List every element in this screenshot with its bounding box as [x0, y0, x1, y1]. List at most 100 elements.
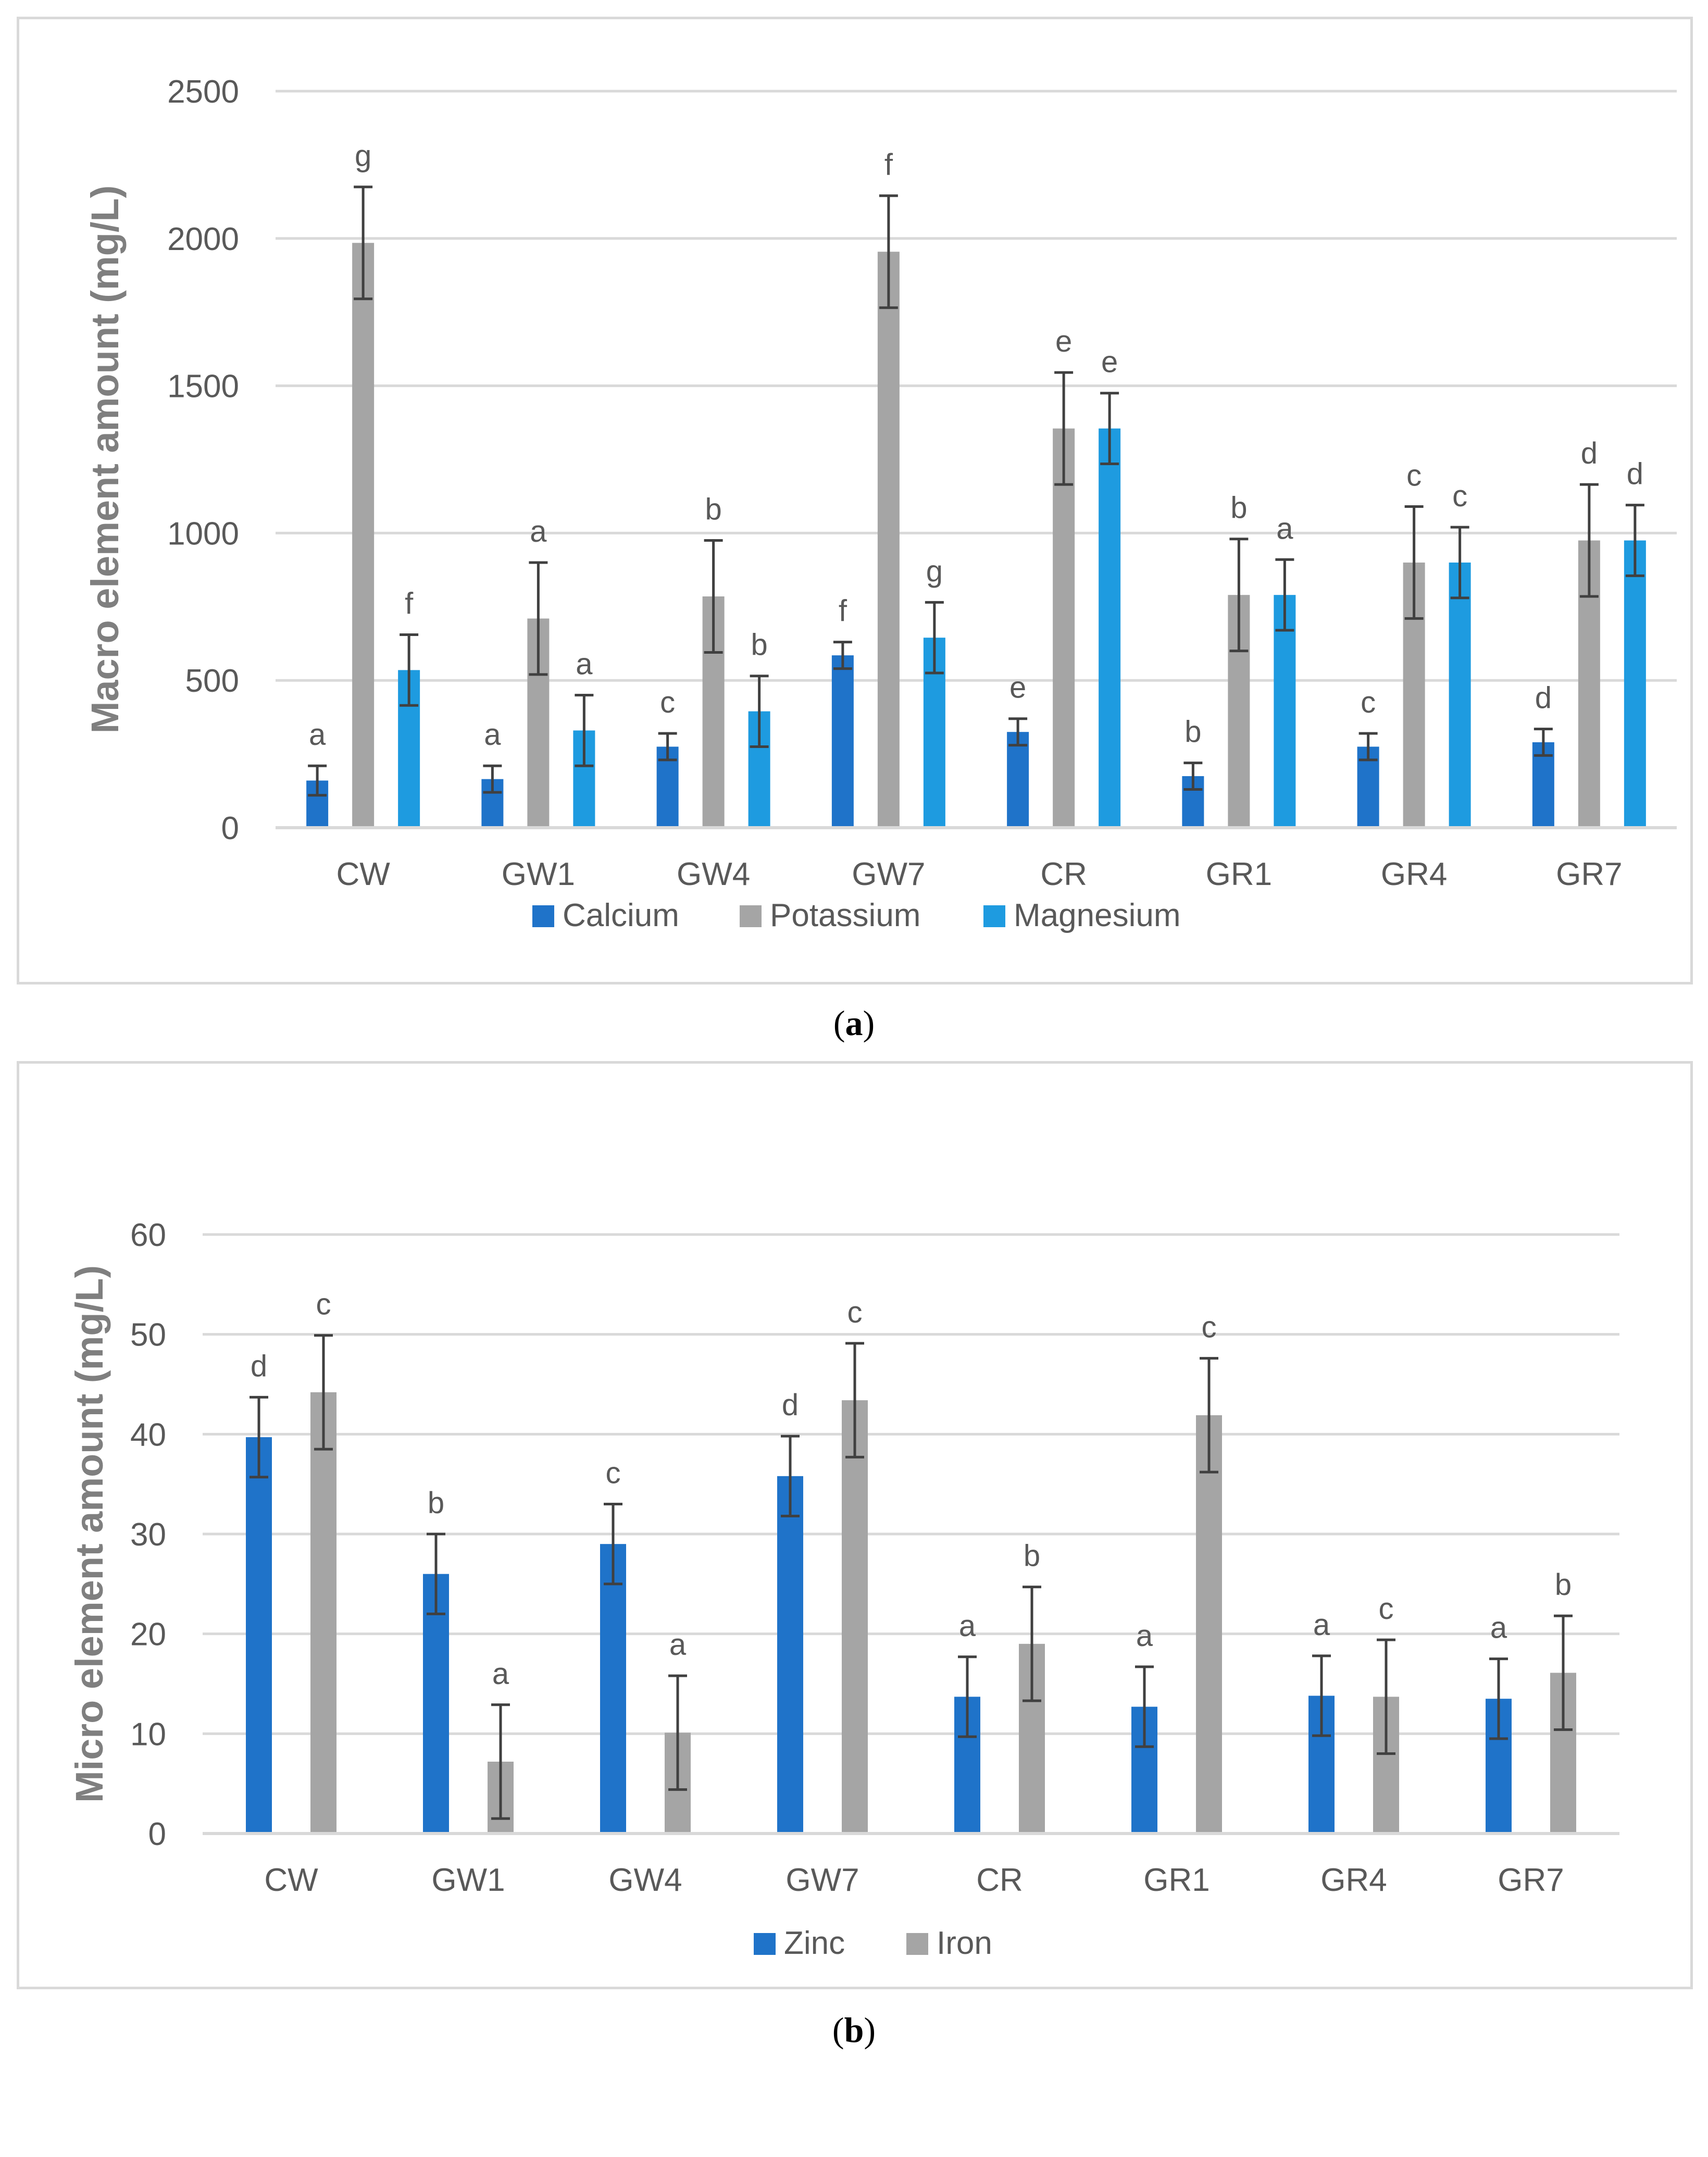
significance-letter: e — [1009, 671, 1026, 705]
significance-letter: a — [959, 1609, 976, 1643]
x-tick-label: GR4 — [1320, 1862, 1387, 1898]
legend-swatch-iron — [906, 1933, 928, 1955]
significance-letter: f — [884, 148, 893, 182]
significance-letter: a — [309, 718, 326, 752]
significance-letter: b — [1185, 715, 1201, 749]
significance-letter: d — [1535, 681, 1552, 715]
significance-letter: c — [606, 1456, 621, 1490]
y-tick-label: 2500 — [167, 74, 239, 110]
x-tick-label: CW — [264, 1862, 318, 1898]
y-tick-label: 2000 — [167, 221, 239, 257]
significance-letter: b — [1230, 491, 1247, 525]
significance-letter: f — [839, 594, 847, 628]
legend-swatch-potassium — [740, 905, 762, 927]
y-tick-label: 1500 — [167, 369, 239, 405]
legend-label-calcium: Calcium — [563, 897, 679, 933]
significance-letter: e — [1055, 325, 1072, 358]
significance-letter: c — [316, 1288, 331, 1321]
y-axis-title: Macro element amount (mg/L) — [83, 185, 127, 734]
significance-letter: b — [1555, 1568, 1572, 1602]
caption-b: (b) — [832, 2010, 876, 2050]
significance-letter: a — [1313, 1608, 1330, 1642]
caption-b-letter: b — [844, 2010, 864, 2050]
significance-letter: a — [669, 1628, 687, 1662]
macro-element-chart: 0 500 1000 1500 2000 2500 Macro element amount… — [83, 74, 1677, 933]
y-tick-label: 1000 — [167, 516, 239, 552]
y-tick-label: 20 — [130, 1617, 166, 1653]
legend-label-magnesium: Magnesium — [1014, 897, 1180, 933]
legend-label-zinc: Zinc — [784, 1925, 845, 1961]
x-tick-label: GW4 — [608, 1862, 682, 1898]
significance-letter: e — [1101, 345, 1118, 379]
significance-letter: c — [1379, 1592, 1394, 1626]
caption-a: (a) — [833, 1003, 875, 1043]
y-axis-title: Micro element amount (mg/L) — [68, 1265, 111, 1803]
bar-iron — [842, 1400, 868, 1834]
bar-zinc — [246, 1437, 272, 1834]
x-tick-label: CR — [1040, 856, 1087, 892]
significance-letter: b — [705, 493, 721, 527]
chart-panel-b: 0 10 20 30 40 50 60 Micro element amount (mg/L)… — [17, 1061, 1693, 1989]
micro-element-chart: 0 10 20 30 40 50 60 Micro element amount (mg/L)… — [68, 1217, 1619, 1961]
legend-label-potassium: Potassium — [770, 897, 920, 933]
x-tick-label: GW1 — [431, 1862, 505, 1898]
significance-letter: a — [1276, 512, 1293, 545]
significance-letter: d — [1581, 437, 1598, 470]
significance-letter: d — [782, 1388, 799, 1422]
bar-magnesium — [1624, 540, 1646, 828]
significance-letter: d — [1627, 457, 1643, 491]
y-tick-label: 30 — [130, 1517, 166, 1553]
legend-swatch-zinc — [754, 1933, 776, 1955]
significance-letter: g — [355, 139, 371, 173]
caption-a-letter: a — [845, 1003, 863, 1043]
legend-label-iron: Iron — [937, 1925, 992, 1961]
significance-letter: c — [847, 1295, 863, 1329]
significance-letter: b — [428, 1486, 444, 1520]
bar-magnesium — [1099, 428, 1121, 828]
significance-letter: a — [484, 718, 501, 752]
y-tick-label: 10 — [130, 1716, 166, 1752]
significance-letter: a — [576, 647, 593, 681]
significance-letter: g — [926, 554, 943, 588]
significance-letter: d — [251, 1349, 267, 1383]
x-tick-label: GW4 — [677, 856, 750, 892]
bar-potassium — [352, 243, 375, 828]
bar-iron — [1196, 1415, 1222, 1834]
significance-letter: a — [530, 515, 547, 548]
x-tick-label: GW1 — [502, 856, 575, 892]
significance-letter: c — [1452, 479, 1467, 513]
x-tick-label: GR1 — [1206, 856, 1272, 892]
y-tick-label: 0 — [148, 1816, 166, 1852]
legend-swatch-magnesium — [983, 905, 1005, 927]
x-tick-label: CR — [976, 1862, 1023, 1898]
x-tick-label: GR7 — [1498, 1862, 1564, 1898]
bar-calcium — [1007, 732, 1029, 828]
bar-potassium — [877, 252, 900, 828]
significance-letter: c — [1406, 458, 1422, 492]
bar-potassium — [1053, 428, 1075, 828]
y-tick-label: 0 — [221, 811, 239, 846]
significance-letter: c — [660, 685, 675, 719]
significance-letter: a — [1490, 1611, 1507, 1645]
significance-letter: c — [1361, 685, 1376, 719]
x-tick-label: CW — [336, 856, 390, 892]
bar-zinc — [600, 1544, 626, 1834]
x-tick-label: GR7 — [1556, 856, 1622, 892]
y-tick-label: 60 — [130, 1217, 166, 1253]
bar-magnesium — [1449, 562, 1471, 828]
x-tick-label: GR4 — [1381, 856, 1447, 892]
significance-letter: c — [1202, 1311, 1217, 1344]
bar-iron — [310, 1392, 336, 1834]
bar-zinc — [423, 1574, 449, 1834]
significance-letter: a — [492, 1657, 509, 1691]
y-tick-label: 40 — [130, 1417, 166, 1453]
bar-calcium — [831, 655, 854, 828]
significance-letter: b — [1024, 1539, 1040, 1573]
significance-letter: f — [405, 587, 414, 621]
significance-letter: a — [1136, 1619, 1153, 1653]
x-tick-label: GW7 — [786, 1862, 859, 1898]
chart-panel-a: 0 500 1000 1500 2000 2500 Macro element amount… — [17, 17, 1693, 984]
bar-magnesium — [1274, 595, 1296, 828]
x-tick-label: GR1 — [1143, 1862, 1210, 1898]
legend-swatch-calcium — [532, 905, 554, 927]
